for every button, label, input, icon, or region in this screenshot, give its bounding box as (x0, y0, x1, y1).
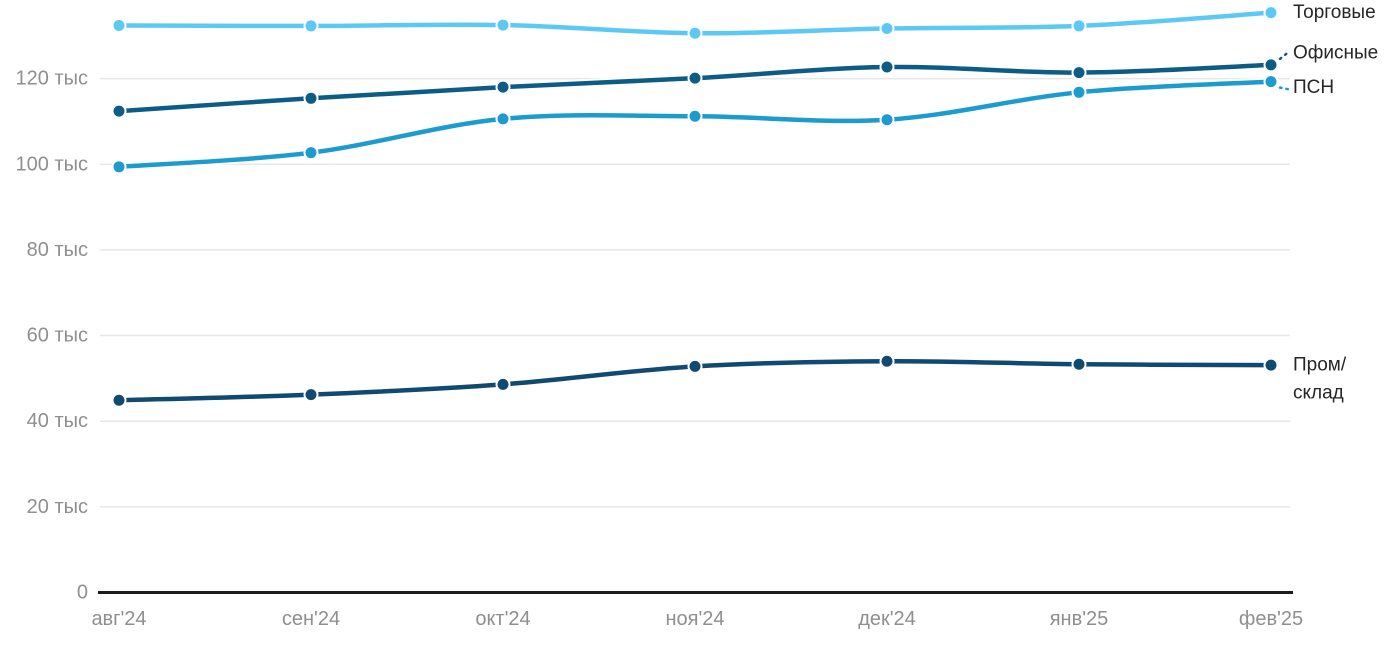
label-connector-ofisnye (1278, 49, 1292, 61)
data-point-psn-2 (497, 113, 509, 125)
data-point-prom-sklad-4 (881, 355, 893, 367)
data-point-torgovye-3 (689, 27, 701, 39)
data-point-prom-sklad-6 (1265, 359, 1277, 371)
series-label-torgovye: Торговые (1293, 2, 1376, 23)
x-tick-label: ноя'24 (665, 608, 724, 630)
data-point-ofisnye-1 (305, 92, 317, 104)
y-tick-label: 120 тыс (16, 68, 88, 90)
x-tick-label: авг'24 (91, 608, 146, 630)
data-point-prom-sklad-2 (497, 378, 509, 390)
x-tick-label: фев'25 (1239, 608, 1303, 630)
data-point-ofisnye-4 (881, 61, 893, 73)
data-point-psn-5 (1073, 86, 1085, 98)
data-point-prom-sklad-0 (113, 394, 125, 406)
data-point-psn-0 (113, 161, 125, 173)
x-tick-label: сен'24 (282, 608, 340, 630)
data-point-torgovye-1 (305, 20, 317, 32)
y-tick-label: 20 тыс (27, 496, 88, 518)
data-point-psn-4 (881, 114, 893, 126)
series-label-ofisnye: Офисные (1293, 42, 1378, 63)
y-tick-label: 0 (77, 582, 88, 604)
data-point-torgovye-0 (113, 19, 125, 31)
data-point-ofisnye-0 (113, 105, 125, 117)
data-point-torgovye-2 (497, 19, 509, 31)
data-point-ofisnye-5 (1073, 67, 1085, 79)
data-point-ofisnye-2 (497, 81, 509, 93)
data-point-ofisnye-6 (1265, 59, 1277, 71)
x-tick-label: янв'25 (1050, 608, 1109, 630)
y-tick-label: 60 тыс (27, 325, 88, 347)
series-label-prom-sklad-line2: склад (1293, 383, 1344, 404)
data-point-torgovye-6 (1265, 7, 1277, 19)
data-point-psn-1 (305, 147, 317, 159)
data-point-prom-sklad-5 (1073, 358, 1085, 370)
data-point-prom-sklad-3 (689, 360, 701, 372)
y-tick-label: 100 тыс (16, 153, 88, 175)
y-tick-label: 40 тыс (27, 410, 88, 432)
data-point-psn-3 (689, 110, 701, 122)
series-label-psn: ПСН (1293, 77, 1334, 98)
x-tick-label: окт'24 (475, 608, 530, 630)
data-point-torgovye-4 (881, 22, 893, 34)
data-point-prom-sklad-1 (305, 389, 317, 401)
y-tick-label: 80 тыс (27, 239, 88, 261)
data-point-psn-6 (1265, 76, 1277, 88)
label-connector-psn (1278, 86, 1292, 91)
x-tick-label: дек'24 (858, 608, 916, 630)
data-point-ofisnye-3 (689, 72, 701, 84)
data-point-torgovye-5 (1073, 20, 1085, 32)
series-label-prom-sklad-line1: Пром/ (1293, 355, 1347, 376)
